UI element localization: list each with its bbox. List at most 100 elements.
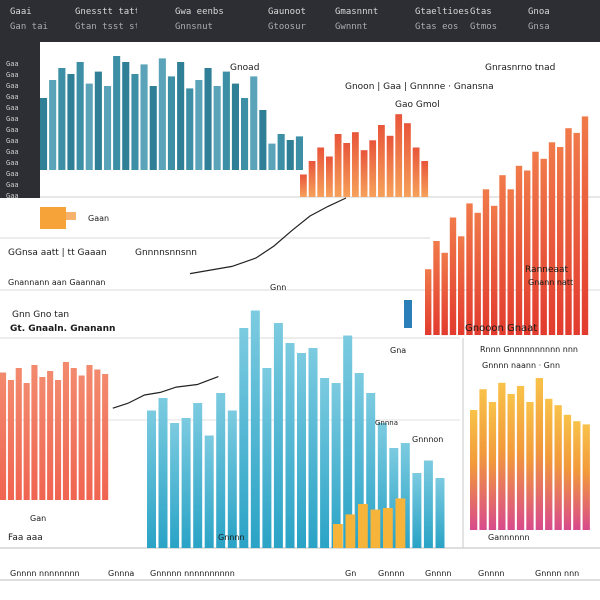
bar-right-1 [433, 241, 440, 335]
bar-top-middle-8 [369, 140, 377, 197]
sidebar-item[interactable]: Gaa [6, 181, 19, 189]
bar-top-middle-3 [326, 156, 333, 197]
bar-mid-left-0 [0, 372, 7, 500]
bar-bottom-right-3 [498, 382, 506, 530]
trend-line-0 [189, 197, 347, 275]
toolbar-item[interactable]: Gmasnnnt [335, 7, 379, 17]
toolbar-subitem[interactable]: Gtas eos [415, 22, 459, 32]
bar-top-left-21 [231, 83, 239, 170]
bar-center-12 [285, 343, 295, 548]
label-mid-left-title: Gnn Gno tan [12, 310, 69, 320]
label-bottom-left-b: Faa aaa [8, 533, 43, 543]
bar-center-23 [412, 473, 422, 548]
bar-bottom-right-7 [535, 378, 543, 530]
sidebar-item[interactable]: Gaa [6, 93, 19, 101]
bar-top-middle-6 [352, 132, 359, 197]
bar-center-2 [170, 423, 180, 548]
bar-center-5 [204, 435, 214, 548]
bar-top-left-25 [268, 143, 276, 170]
sidebar-item[interactable]: Gaa [6, 137, 19, 145]
sidebar-item[interactable]: Gaa [6, 170, 19, 178]
bar-right-10 [507, 189, 514, 335]
bar-center-17 [343, 335, 353, 548]
bar-top-middle-1 [308, 161, 316, 197]
bar-top-left-9 [122, 62, 130, 170]
label-bottom-mid: Gnnnn [218, 533, 244, 542]
footer-label: Gnnna [108, 569, 134, 578]
toolbar-subitem[interactable]: Gan tai [10, 22, 48, 32]
bar-top-middle-9 [378, 125, 385, 197]
bar-bottom-right-0 [470, 410, 478, 530]
bar-top-left-1 [49, 80, 57, 170]
sidebar-item[interactable]: Gaa [6, 159, 19, 167]
bar-bottom-right-4 [507, 394, 515, 530]
bar-top-middle-12 [404, 123, 411, 197]
toolbar-item[interactable]: Gaunoot [268, 7, 306, 17]
label-mid-header-a: Gnoon | Gaa | Gnnnne · Gnansna [345, 82, 494, 92]
bar-center-20 [377, 423, 387, 548]
label-right-caption: Ranneaat [525, 265, 569, 275]
bar-top-middle-14 [421, 161, 429, 197]
toolbar-subitem[interactable]: Gtoosur [268, 22, 306, 32]
bar-top-left-15 [177, 62, 185, 170]
bar-top-left-10 [131, 74, 139, 170]
label-right-panel-title: Rnnn Gnnnnnnnnnn nnn [480, 345, 578, 354]
bar-mid-left-13 [102, 374, 109, 500]
label-center-caption-b: Gnnnon [412, 435, 443, 444]
footer-label: Gnnnn nnn [535, 569, 579, 578]
toolbar-item[interactable]: Gnesstt tatt [75, 7, 137, 17]
toolbar-item[interactable]: Gtaeltioes [415, 7, 470, 17]
footer-label: Gnnnn [425, 569, 451, 578]
bar-bottom-right-9 [554, 405, 562, 530]
label-left-title: GGnsa aatt | tt Gaaan [8, 248, 107, 258]
toolbar-item[interactable]: Gnoa [528, 7, 550, 17]
bar-center-7 [227, 410, 237, 548]
sidebar-item[interactable]: Gaa [6, 126, 19, 134]
toolbar-subitem[interactable]: Gnsa [528, 22, 550, 32]
sidebar-item[interactable]: Gaa [6, 192, 19, 200]
bar-center-orange-5 [395, 498, 406, 548]
footer-label: Gnnnnn nnnnnnnnnn [150, 569, 235, 578]
label-bottom-right: Gannnnnn [488, 533, 530, 542]
bar-center-0 [147, 410, 156, 548]
bar-top-left-26 [277, 134, 285, 170]
bar-right-11 [515, 165, 523, 335]
bar-top-left-11 [140, 64, 148, 170]
bar-mid-left-4 [31, 365, 38, 500]
bar-mid-left-11 [86, 365, 93, 500]
bar-top-left-23 [250, 76, 258, 170]
bar-mid-left-6 [47, 371, 54, 500]
bar-top-left-4 [76, 62, 84, 170]
bar-center-24 [423, 460, 433, 548]
toolbar-subitem[interactable]: Gtmos [470, 22, 498, 32]
bar-right-19 [581, 116, 589, 336]
bar-top-left-2 [58, 68, 66, 170]
toolbar-item[interactable]: Gtas [470, 7, 492, 17]
bar-center-orange-1 [345, 514, 356, 548]
sidebar-item[interactable]: Gaa [6, 104, 19, 112]
sidebar-item[interactable]: Gaa [6, 71, 19, 79]
bar-top-left-22 [241, 98, 249, 170]
bar-center-18 [354, 373, 364, 548]
bar-top-left-13 [158, 58, 166, 170]
toolbar-subitem[interactable]: Gnnsnut [175, 22, 213, 32]
label-mid-left-sub: Gt. Gnaaln. Gnanann [10, 324, 115, 334]
bar-center-14 [308, 348, 318, 548]
left-sidebar: Gaa Gaa Gaa Gaa Gaa Gaa Gaa Gaa Gaa Gaa Gaa Gaa Gaa [0, 42, 40, 200]
bar-center-21 [389, 448, 399, 548]
toolbar-subitem[interactable]: Gtan tsst sttint [75, 22, 137, 32]
bar-top-left-19 [213, 86, 221, 170]
bar-right-12 [524, 170, 531, 335]
label-bottom-left-a: Gan [30, 514, 46, 523]
bar-center-6 [216, 393, 226, 548]
bar-center-9 [250, 310, 260, 548]
sidebar-item[interactable]: Gaa [6, 60, 19, 68]
toolbar-subitem[interactable]: Gwnnnt [335, 22, 368, 32]
toolbar-item[interactable]: Gwa eenbs [175, 7, 224, 17]
sidebar-item[interactable]: Gaa [6, 115, 19, 123]
sidebar-item[interactable]: Gaa [6, 148, 19, 156]
toolbar-item[interactable]: Gaai [10, 7, 32, 17]
sidebar-item[interactable]: Gaa [6, 82, 19, 90]
label-left-caption: Gnannann aan Gaannan [8, 278, 105, 287]
bar-center-8 [239, 328, 249, 548]
